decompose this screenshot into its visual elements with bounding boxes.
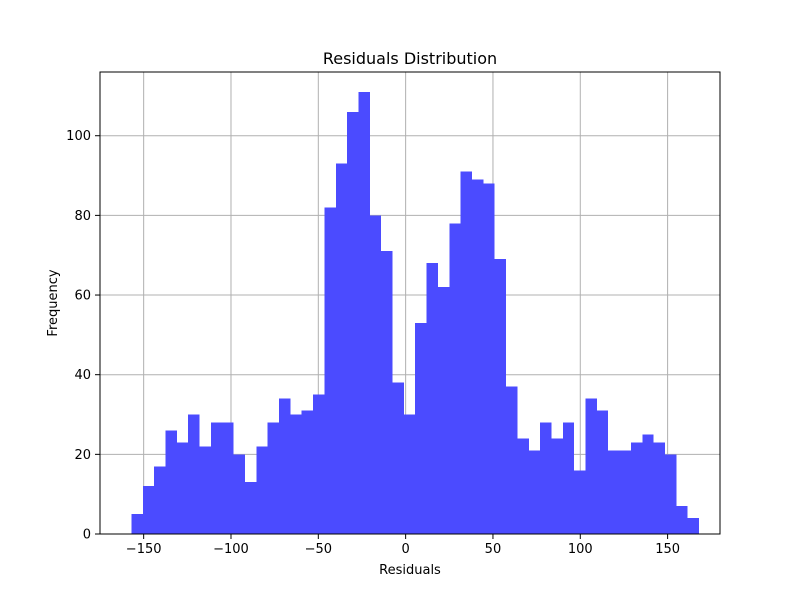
histogram-bar (472, 179, 484, 534)
histogram-bar (142, 486, 155, 534)
histogram-bar (165, 430, 177, 534)
plot-frame (99, 71, 721, 535)
histogram-bar (244, 482, 257, 534)
histogram-bar (426, 263, 438, 534)
histogram-bar (290, 414, 302, 534)
histogram-bar (596, 410, 609, 534)
histogram-bar (551, 438, 563, 534)
histogram-bar (347, 111, 359, 535)
x-axis-label: Residuals (379, 563, 441, 578)
x-tick-label: 150 (655, 542, 680, 557)
y-axis-label: Frequency (46, 269, 61, 336)
x-tick-label: 50 (485, 542, 502, 557)
histogram-bar (437, 287, 450, 534)
histogram-bar (562, 422, 575, 534)
histogram-bar (676, 506, 688, 534)
histogram-bar (222, 422, 234, 534)
y-tick-label: 40 (74, 368, 91, 383)
x-tick-label: −100 (213, 542, 249, 557)
histogram-bar (131, 514, 143, 534)
y-tick-label: 100 (66, 129, 91, 144)
histogram-bar (449, 223, 461, 534)
y-tick-label: 80 (74, 209, 91, 224)
histogram-bar (233, 454, 245, 534)
x-tick-label: 100 (568, 542, 593, 557)
histogram-bar (301, 410, 314, 534)
histogram-bar (517, 438, 529, 534)
x-tick-label: −150 (126, 542, 162, 557)
histogram-bar (256, 446, 268, 534)
histogram-bar (585, 398, 597, 534)
histogram-bar (199, 446, 211, 534)
histogram-bar (574, 470, 586, 534)
histogram-bar (608, 450, 620, 534)
histogram-bar (494, 259, 507, 534)
histogram-bar (460, 171, 472, 534)
histogram-bar (324, 207, 336, 534)
histogram-bar (653, 442, 665, 534)
histogram-bar (210, 422, 223, 534)
histogram-bar (381, 251, 393, 535)
x-tick-label: 0 (401, 542, 409, 557)
chart-title: Residuals Distribution (323, 49, 497, 68)
y-axis-ticks: 0 20 40 60 80 100 (66, 129, 100, 543)
histogram-bar (415, 322, 427, 534)
bars-layer (131, 91, 700, 535)
histogram-bar (369, 215, 382, 534)
histogram-bar (506, 386, 518, 534)
histogram-bar (528, 450, 541, 534)
histogram-bar (176, 442, 189, 534)
histogram-bar (188, 414, 200, 534)
histogram-bar (154, 466, 166, 534)
histogram-bar (392, 382, 404, 534)
histogram-bar (619, 450, 631, 534)
histogram-bar (483, 183, 495, 534)
histogram-bar (267, 422, 280, 534)
histogram-bar (403, 414, 416, 534)
y-tick-label: 60 (74, 289, 91, 304)
histogram-bar (630, 442, 643, 534)
histogram-bar (687, 518, 700, 534)
x-axis-ticks: −150 −100 −50 0 50 100 150 (126, 534, 680, 557)
histogram-bar (664, 454, 677, 534)
y-tick-label: 0 (83, 528, 91, 543)
histogram-bar (540, 422, 552, 534)
x-tick-label: −50 (305, 542, 332, 557)
histogram-bar (313, 394, 325, 534)
y-tick-label: 20 (74, 448, 91, 463)
histogram-bar (642, 434, 654, 534)
histogram-bar (358, 91, 370, 535)
histogram-bar (279, 398, 291, 534)
histogram-bar (335, 163, 348, 534)
